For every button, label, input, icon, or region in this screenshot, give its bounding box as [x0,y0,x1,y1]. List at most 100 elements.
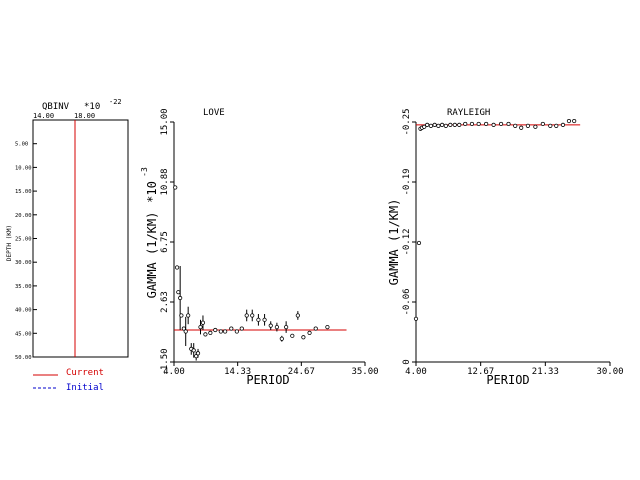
rayleigh-data-point [548,123,553,128]
love-panel-data-points [173,185,330,361]
legend-initial-label: Initial [66,383,104,393]
love-data-point [256,317,261,322]
rayleigh-data-point [491,122,496,127]
love-data-point [307,330,312,336]
love-panel-title: LOVE [203,108,225,118]
rayleigh-y-tick-label: -0.25 [402,108,412,135]
love-data-point [176,290,181,295]
rayleigh-data-point [428,123,434,128]
love-data-point [239,326,244,331]
love-data-point [229,326,234,331]
love-data-point [195,351,201,356]
love-panel-multiplier-exponent: -3 [140,167,149,177]
love-data-point [290,333,295,338]
rayleigh-x-tick-label: 21.33 [532,367,559,377]
love-x-tick-label: 35.00 [351,367,378,377]
love-x-tick-label: 4.00 [163,367,185,377]
depth-panel: QBINV *10 -22 14.00 18.00 DEPTH (KM) 5.0… [6,98,129,361]
love-data-point [178,295,183,301]
rayleigh-data-point [560,122,566,127]
rayleigh-data-point [457,122,462,127]
rayleigh-panel-data-points [413,118,577,321]
depth-panel-x-tick-2: 18.00 [74,112,95,120]
love-data-point [173,185,178,190]
rayleigh-data-point [436,123,441,128]
love-data-point [268,323,273,328]
rayleigh-data-point [443,123,448,128]
rayleigh-data-point [440,122,445,127]
love-y-tick-label: 10.88 [160,168,170,195]
legend: Current Initial [33,368,104,393]
depth-y-tick-label: 30.00 [15,260,32,266]
rayleigh-data-point [554,123,559,128]
love-panel-ticks: -1.50 2.63 6.75 10.88 15.00 4.00 14.33 24.67 35.… [160,108,379,377]
rayleigh-data-point [506,121,511,127]
rayleigh-data-point [448,122,453,127]
rayleigh-data-point [513,123,518,128]
depth-panel-frame [32,119,129,358]
love-data-point [262,317,267,322]
love-data-point [208,330,213,336]
depth-y-tick-label: 10.00 [15,165,32,171]
love-data-point [213,327,218,333]
love-panel: LOVE -1.50 2.63 6.75 10.88 15.00 4.00 14.33 24.… [140,108,379,387]
love-x-tick-label: 14.33 [224,367,251,377]
rayleigh-panel: RAYLEIGH 0 -0.06 -0.12 -0.19 -0.25 4.00 12.67 2… [387,108,624,387]
rayleigh-data-point [432,122,437,127]
rayleigh-data-point [425,122,430,127]
rayleigh-x-tick-label: 4.00 [405,367,427,377]
love-data-point [250,313,255,318]
depth-y-tick-label: 25.00 [15,237,32,243]
rayleigh-y-tick-label: -0.12 [402,228,412,255]
rayleigh-panel-y-label: GAMMA (1/KM) [387,199,401,286]
love-data-point [244,313,249,318]
rayleigh-panel-x-label: PERIOD [486,373,529,387]
love-panel-multiplier: *10 [145,181,159,203]
depth-y-tick-label: 15.00 [15,189,32,195]
rayleigh-data-point [413,316,419,321]
depth-panel-y-label: DEPTH (KM) [6,225,13,261]
love-data-point [186,313,191,318]
depth-y-tick-label: 35.00 [15,284,32,290]
rayleigh-data-point [498,121,504,127]
love-y-tick-label: 15.00 [160,108,170,135]
love-data-point [198,324,203,330]
love-y-tick-label: -1.50 [160,348,170,375]
depth-panel-x-tick-1: 14.00 [33,112,54,120]
depth-panel-multiplier: *10 [84,102,100,112]
rayleigh-data-point [416,240,422,246]
rayleigh-data-point [469,121,475,127]
depth-y-tick-label: 50.00 [15,355,32,361]
rayleigh-data-point [540,121,545,127]
depth-y-tick-label: 45.00 [15,331,32,337]
love-y-tick-label: 2.63 [160,291,170,313]
rayleigh-y-tick-label: 0 [402,359,412,364]
rayleigh-data-point [463,121,468,127]
rayleigh-data-point [572,118,577,124]
depth-y-tick-label: 40.00 [15,308,32,314]
rayleigh-x-tick-label: 30.00 [596,367,623,377]
love-data-point [200,320,206,325]
love-data-point [274,324,279,330]
love-panel-x-label: PERIOD [246,373,289,387]
love-y-tick-label: 6.75 [160,231,170,253]
depth-panel-multiplier-exponent: -22 [109,98,122,106]
love-data-point [179,313,184,318]
rayleigh-panel-ticks: 0 -0.06 -0.12 -0.19 -0.25 4.00 12.67 21.33 30.00 [402,108,624,377]
love-data-point [234,329,239,334]
rayleigh-data-point [422,124,427,129]
love-data-point [203,332,208,337]
depth-panel-y-ticks: 5.00 10.00 15.00 20.00 25.00 30.00 35.00 40.00 4… [15,142,37,361]
rayleigh-x-tick-label: 12.67 [467,367,494,377]
rayleigh-data-point [452,122,457,127]
depth-panel-title: QBINV [42,102,70,112]
love-data-point [325,324,330,330]
love-data-point [174,265,180,270]
love-data-point [301,335,306,340]
love-data-point [295,313,300,318]
love-data-point [223,329,228,334]
depth-y-tick-label: 5.00 [15,142,28,148]
love-data-point [313,326,318,331]
love-panel-y-label: GAMMA (1/KM) [145,212,159,299]
